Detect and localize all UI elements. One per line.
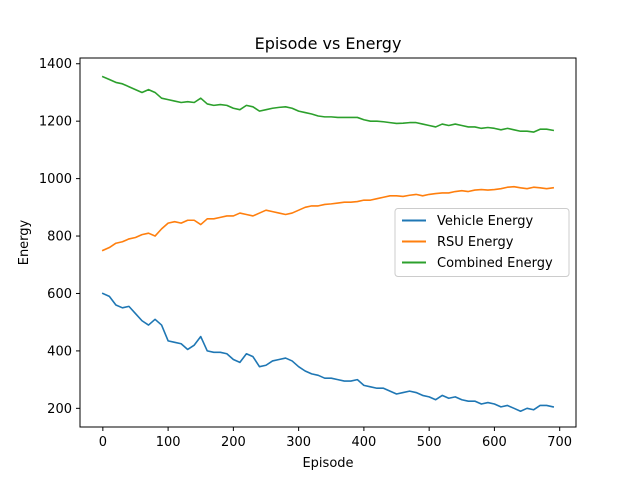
legend-label-1: Vehicle Energy	[437, 214, 533, 229]
x-axis-label: Episode	[302, 456, 353, 471]
x-tick-label: 700	[547, 435, 572, 450]
legend-label-2: RSU Energy	[437, 235, 514, 250]
x-axis-ticks: 0 100 200 300 400 500 600 700	[99, 427, 572, 450]
legend-label-3: Combined Energy	[437, 256, 553, 271]
x-tick-label: 100	[156, 435, 181, 450]
legend: Vehicle Energy RSU Energy Combined Energy	[394, 208, 570, 277]
series-line-2	[101, 185, 555, 252]
y-tick-label: 200	[47, 402, 72, 417]
y-tick-label: 800	[47, 230, 72, 245]
x-tick-label: 300	[286, 435, 311, 450]
series-line-3	[101, 75, 555, 133]
y-tick-label: 1200	[39, 115, 72, 130]
series-layer	[101, 75, 555, 413]
x-tick-label: 400	[351, 435, 376, 450]
plot-frame	[79, 57, 577, 428]
y-axis-ticks: 200 400 600 800 1000 1200 1400	[39, 57, 80, 417]
y-axis-label: Energy	[17, 219, 32, 265]
chart-title: Episode vs Energy	[255, 34, 402, 53]
y-tick-label: 1000	[39, 172, 72, 187]
x-tick-label: 0	[99, 435, 107, 450]
x-tick-label: 500	[417, 435, 442, 450]
x-tick-label: 600	[482, 435, 507, 450]
x-tick-label: 200	[221, 435, 246, 450]
legend-box	[394, 208, 570, 277]
y-tick-label: 600	[47, 287, 72, 302]
y-tick-label: 1400	[39, 57, 72, 72]
series-line-1	[101, 292, 555, 413]
y-tick-label: 400	[47, 344, 72, 359]
